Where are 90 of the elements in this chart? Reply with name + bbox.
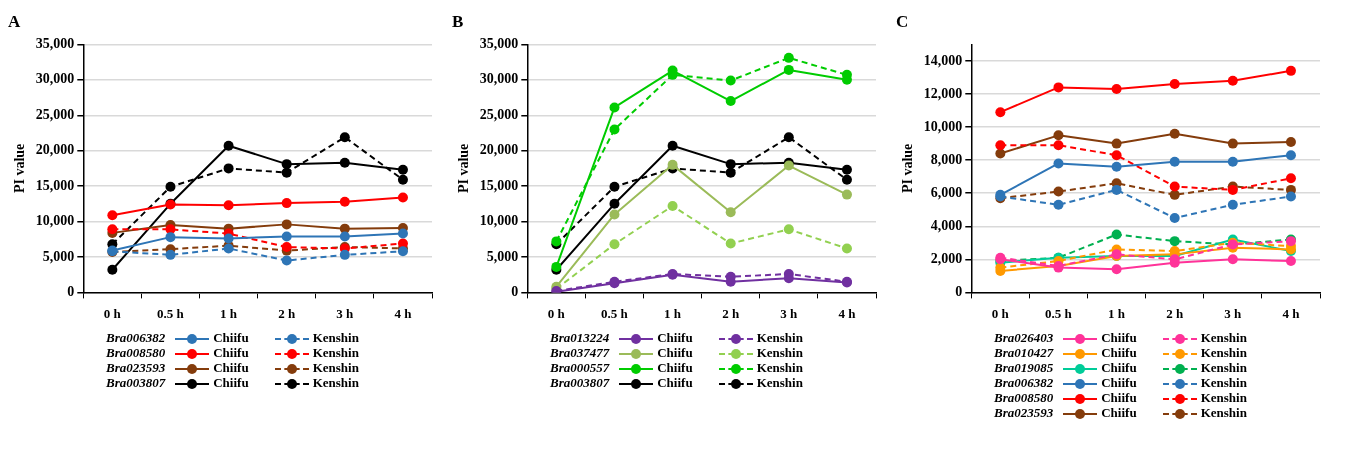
legend-label: Kenshin: [756, 375, 803, 391]
y-axis-title: PI value: [12, 143, 28, 194]
legend-label: Chiifu: [213, 375, 249, 391]
y-tick-label: 12,000: [923, 85, 963, 101]
legend-label: Chiifu: [1101, 330, 1137, 345]
y-tick-label: 35,000: [479, 36, 519, 52]
legend-label: Chiifu: [657, 375, 693, 391]
y-tick-label: 8,000: [930, 151, 963, 167]
y-tick-label: 25,000: [479, 106, 519, 122]
chart-title: A: [8, 11, 21, 31]
legend-label: Kenshin: [756, 360, 803, 376]
y-tick-label: 30,000: [35, 71, 75, 87]
x-tick-label: 4 h: [394, 305, 413, 321]
legend-label: Chiifu: [657, 360, 693, 376]
legend-label: Kenshin: [312, 375, 359, 391]
x-tick-label: 0.5 h: [601, 305, 629, 321]
text: Bra023593: [106, 360, 166, 376]
legend-label: Kenshin: [756, 330, 803, 345]
x-tick-label: 2 h: [278, 305, 296, 321]
y-tick-label: 2,000: [930, 250, 963, 266]
x-tick-label: 0 h: [103, 305, 122, 321]
y-tick-label: 25,000: [35, 106, 75, 122]
x-tick-label: 0 h: [991, 305, 1010, 321]
y-tick-label: 14,000: [923, 52, 963, 68]
y-tick-label: 15,000: [479, 177, 519, 193]
legend-label: Chiifu: [213, 330, 249, 345]
y-tick-label: 30,000: [479, 71, 519, 87]
y-axis-title: PI value: [456, 143, 472, 194]
legend-label: Kenshin: [1200, 360, 1247, 376]
legend-label: Kenshin: [1200, 390, 1247, 406]
text: Bra008580: [106, 345, 166, 361]
text: Bra006382: [994, 375, 1054, 391]
y-tick-label: 10,000: [35, 213, 75, 229]
chart-title: C: [896, 11, 909, 31]
text: Bra000557: [550, 360, 610, 376]
legend-label: Chiifu: [657, 345, 693, 361]
legend-label: Chiifu: [213, 345, 249, 361]
x-tick-label: 1 h: [1108, 305, 1126, 321]
legend-label: Kenshin: [756, 345, 803, 361]
x-tick-label: 2 h: [1166, 305, 1184, 321]
y-tick-label: 0: [67, 284, 75, 300]
x-tick-label: 1 h: [664, 305, 682, 321]
legend-label: Kenshin: [1200, 345, 1247, 361]
y-tick-label: 0: [955, 284, 963, 300]
legend-label: Chiifu: [1101, 345, 1137, 361]
legend-label: Chiifu: [1101, 405, 1137, 421]
x-tick-label: 0 h: [547, 305, 566, 321]
text: Bra003807: [550, 375, 610, 391]
legend-label: Chiifu: [213, 360, 249, 376]
y-tick-label: 35,000: [35, 36, 75, 52]
text: Bra013224: [550, 330, 610, 346]
y-tick-label: 6,000: [930, 184, 963, 200]
y-tick-label: 5,000: [42, 248, 75, 264]
text: Bra019085: [994, 360, 1054, 376]
x-tick-label: 0.5 h: [1045, 305, 1073, 321]
y-tick-label: 10,000: [923, 118, 963, 134]
y-tick-label: 20,000: [35, 142, 75, 158]
legend-label: Kenshin: [1200, 375, 1247, 391]
legend-label: Chiifu: [1101, 375, 1137, 391]
x-tick-label: 4 h: [1282, 305, 1301, 321]
x-tick-label: 4 h: [838, 305, 857, 321]
y-tick-label: 15,000: [35, 177, 75, 193]
x-tick-label: 1 h: [220, 305, 238, 321]
x-tick-label: 3 h: [780, 305, 799, 321]
legend-label: Kenshin: [312, 330, 359, 345]
legend-label: Kenshin: [312, 345, 359, 361]
y-tick-label: 0: [511, 284, 519, 300]
text: Bra006382: [106, 330, 166, 346]
legend-label: Chiifu: [657, 330, 693, 345]
x-tick-label: 3 h: [336, 305, 355, 321]
text: Bra010427: [994, 345, 1054, 361]
chart-title: B: [452, 11, 464, 31]
x-tick-label: 0.5 h: [157, 305, 185, 321]
legend-label: Kenshin: [1200, 330, 1247, 345]
x-tick-label: 2 h: [722, 305, 740, 321]
text: Bra023593: [994, 405, 1054, 421]
text: Bra037477: [550, 345, 610, 361]
y-tick-label: 5,000: [486, 248, 519, 264]
x-tick-label: 3 h: [1224, 305, 1243, 321]
text: Bra026403: [994, 330, 1054, 346]
legend-label: Kenshin: [1200, 405, 1247, 421]
y-tick-label: 10,000: [479, 213, 519, 229]
legend-label: Kenshin: [312, 360, 359, 376]
y-axis-title: PI value: [900, 143, 916, 194]
text: Bra008580: [994, 390, 1054, 406]
legend-label: Chiifu: [1101, 390, 1137, 406]
y-tick-label: 4,000: [930, 217, 963, 233]
legend-label: Chiifu: [1101, 360, 1137, 376]
text: Bra003807: [106, 375, 166, 391]
y-tick-label: 20,000: [479, 142, 519, 158]
